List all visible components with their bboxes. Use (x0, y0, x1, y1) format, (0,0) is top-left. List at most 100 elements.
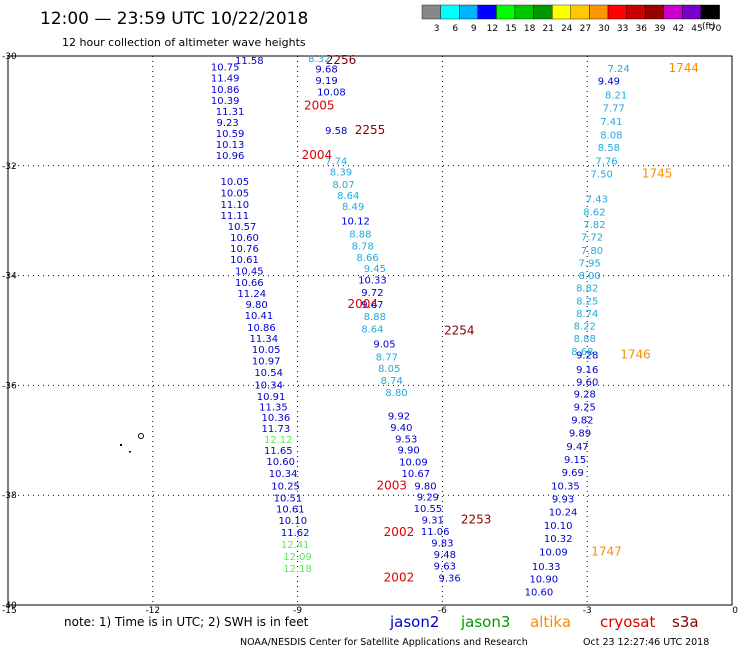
wave-height-value: 8.64 (361, 324, 383, 335)
wave-height-value: 8.77 (376, 352, 398, 363)
wave-height-value: 11.49 (211, 73, 240, 84)
wave-height-value: 9.36 (439, 574, 461, 585)
wave-height-value: 8.80 (385, 388, 407, 399)
wave-height-value: 8.25 (576, 296, 598, 307)
wave-height-value: 10.32 (544, 534, 573, 545)
wave-height-value: 10.05 (221, 189, 250, 200)
wave-height-value: 9.67 (361, 300, 383, 311)
legend-entry-altika: altika (530, 613, 571, 631)
wave-height-value: 11.62 (281, 528, 310, 539)
wave-height-value: 9.45 (364, 264, 386, 275)
colorbar-label: 33 (617, 24, 628, 34)
wave-height-value: 9.49 (598, 77, 620, 88)
colorbar-swatch (589, 4, 609, 20)
colorbar-swatch (626, 4, 646, 20)
wave-height-value: 7.77 (603, 104, 625, 115)
wave-height-value: 10.54 (254, 368, 283, 379)
wave-height-value: 10.96 (216, 151, 245, 162)
wave-height-value: 10.60 (230, 233, 259, 244)
colorbar-swatch (700, 4, 720, 20)
wave-height-value: 11.06 (421, 527, 450, 538)
colorbar-swatch (607, 4, 627, 20)
wave-height-value: 10.12 (341, 217, 370, 228)
wave-height-value: 10.34 (254, 380, 283, 391)
colorbar-label: 27 (580, 24, 591, 34)
legend-entry-jason2: jason2 (389, 613, 439, 631)
wave-height-value: 7.41 (600, 117, 622, 128)
wave-height-value: 11.73 (262, 424, 291, 435)
wave-height-value: 7.82 (583, 220, 605, 231)
wave-height-value: 11.58 (235, 56, 264, 67)
colorbar-label: 24 (561, 24, 573, 34)
wave-height-value: 11.31 (216, 107, 245, 118)
wave-height-value: 10.45 (235, 267, 264, 278)
wave-height-value: 10.51 (274, 493, 303, 504)
wave-height-value: 10.57 (228, 222, 257, 233)
wave-height-value: 8.07 (332, 180, 354, 191)
x-tick-label: -15 (2, 606, 17, 616)
wave-height-value: 10.91 (257, 392, 286, 403)
wave-height-value: 9.58 (325, 126, 347, 137)
pass-time-label: 2255 (355, 123, 386, 137)
colorbar-swatch (440, 4, 460, 20)
wave-height-value: 10.97 (252, 357, 281, 368)
colorbar-label: 39 (654, 24, 666, 34)
chart-subtitle: 12 hour collection of altimeter wave hei… (62, 36, 306, 49)
wave-height-value: 10.41 (245, 311, 274, 322)
y-tick-label: -30 (2, 52, 17, 62)
wave-height-value: 10.55 (414, 504, 443, 515)
wave-height-value: 10.66 (235, 278, 264, 289)
wave-height-value: 7.72 (581, 233, 603, 244)
wave-height-value: 10.67 (402, 469, 431, 480)
wave-height-value: 9.68 (315, 65, 337, 76)
wave-height-value: 8.32 (308, 54, 330, 65)
wave-height-value: 10.76 (230, 244, 259, 255)
pass-time-label: 1746 (620, 348, 651, 362)
wave-height-value: 8.88 (364, 312, 386, 323)
wave-height-value: 9.63 (434, 561, 456, 572)
colorbar-label: 12 (487, 24, 498, 34)
wave-height-value: 9.29 (417, 492, 439, 503)
wave-height-value: 10.24 (549, 508, 578, 519)
colorbar-label: 45 (691, 24, 702, 34)
footer-timestamp: Oct 23 12:27:46 UTC 2018 (583, 637, 709, 648)
wave-height-value: 9.40 (390, 423, 412, 434)
colorbar-label: 3 (434, 24, 440, 34)
wave-height-value: 7.95 (578, 258, 600, 269)
x-tick-label: -3 (583, 606, 592, 616)
wave-height-value: 9.92 (388, 412, 410, 423)
wave-height-value: 9.83 (431, 538, 453, 549)
colorbar-swatch (533, 4, 553, 20)
pass-time-label: 1744 (668, 61, 699, 75)
legend-entry-s3a: s3a (672, 613, 699, 631)
legend-entry-jason3: jason3 (460, 613, 510, 631)
wave-height-value: 11.10 (221, 200, 250, 211)
pass-time-label: 1745 (642, 166, 673, 180)
wave-height-value: 10.90 (529, 575, 558, 586)
pass-time-labels: 2256 2005 2255 2004 2004 2254 2003 2253 2002 2002… (302, 53, 699, 585)
wave-height-value: 11.34 (249, 334, 278, 345)
colorbar-label: 9 (471, 24, 477, 34)
pass-time-label: 2256 (326, 53, 357, 67)
wave-height-value: 9.69 (562, 468, 584, 479)
pass-time-label: 2004 (302, 148, 333, 162)
wave-height-value: 9.25 (574, 402, 596, 413)
wave-height-value: 10.09 (399, 458, 428, 469)
wave-height-value: 8.21 (605, 90, 627, 101)
wave-height-value: 9.80 (414, 481, 436, 492)
wave-height-value: 12.18 (283, 564, 312, 575)
coastline-island (120, 433, 144, 453)
wave-height-value: 8.05 (378, 364, 400, 375)
pass-time-label: 2002 (384, 525, 415, 539)
wave-height-value: 7.43 (586, 195, 608, 206)
wave-height-value: 8.58 (598, 143, 620, 154)
chart-title: 12:00 — 23:59 UTC 10/22/2018 (40, 9, 308, 29)
colorbar-swatch (645, 4, 665, 20)
wave-height-value: 9.05 (373, 340, 395, 351)
wave-height-value: 7.74 (325, 156, 347, 167)
wave-height-value: 8.49 (342, 202, 364, 213)
wave-height-value: 9.47 (566, 442, 588, 453)
y-tick-label: -40 (2, 601, 17, 611)
wave-height-value: 7.76 (595, 156, 617, 167)
